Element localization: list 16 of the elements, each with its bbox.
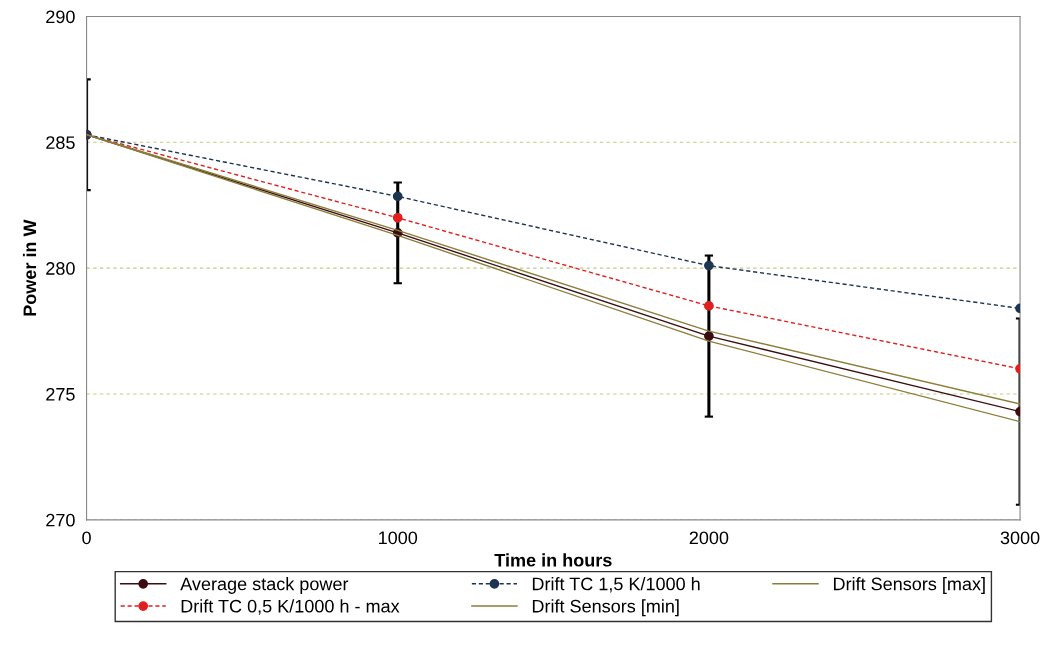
y-axis-title: Power in W [22, 219, 37, 316]
x-tick-label: 0 [82, 531, 91, 545]
y-tick-label: 285 [46, 136, 75, 150]
legend-label: Drift Sensors [max] [833, 577, 985, 594]
legend-label: Drift TC 1,5 K/1000 h [532, 577, 700, 593]
legend-label: Average stack power [180, 577, 349, 594]
legend-label: Drift Sensors [min] [532, 599, 679, 617]
y-tick-label: 270 [46, 513, 75, 527]
x-axis-title: Time in hours [494, 553, 612, 567]
y-tick-label: 280 [46, 262, 75, 275]
x-tick-label: 1000 [379, 531, 418, 545]
y-tick-label: 290 [46, 10, 75, 24]
y-tick-label: 275 [46, 387, 75, 401]
x-tick-label: 2000 [689, 531, 729, 545]
legend-label: Drift TC 0,5 K/1000 h - max [181, 599, 400, 615]
x-tick-label: 3000 [1000, 531, 1040, 545]
